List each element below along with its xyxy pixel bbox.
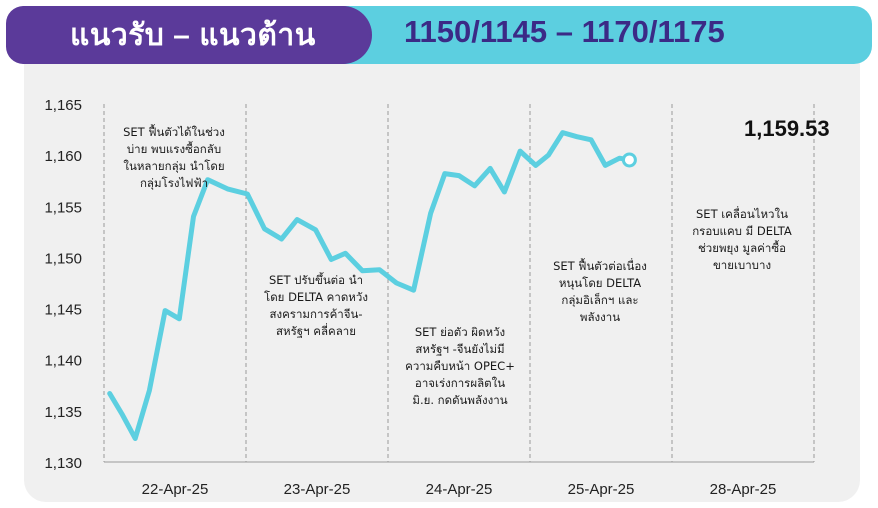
annotation-day-5: SET เคลื่อนไหวใน กรอบแคบ มี DELTA ช่วยพย… [692,207,792,272]
x-tick-label: 25-Apr-25 [568,481,635,498]
levels-banner [320,6,872,64]
annotation-day-2: SET ปรับขึ้นต่อ นำ โดย DELTA คาดหวัง สงค… [264,273,368,338]
x-tick-label: 28-Apr-25 [710,481,777,498]
y-tick-label: 1,135 [44,404,82,421]
x-tick-label: 23-Apr-25 [284,481,351,498]
y-tick-label: 1,150 [44,250,82,267]
x-tick-label: 22-Apr-25 [142,481,209,498]
support-resistance-levels: 1150/1145 – 1170/1175 [404,14,725,49]
annotation-day-1: SET ฟื้นตัวได้ในช่วง บ่าย พบแรงซื้อกลับ … [123,125,225,190]
y-tick-label: 1,155 [44,199,82,216]
y-tick-label: 1,165 [44,97,82,114]
y-tick-label: 1,145 [44,302,82,319]
annotation-day-3: SET ย่อตัว ผิดหวัง สหรัฐฯ -จีนยังไม่มี ค… [405,325,515,407]
annotation-day-4: SET ฟื้นตัวต่อเนื่อง หนุนโดย DELTA กลุ่ม… [553,259,647,324]
x-tick-label: 24-Apr-25 [426,481,493,498]
last-point-marker [621,152,637,168]
banner-title: แนวรับ – แนวต้าน [70,19,316,52]
y-tick-label: 1,140 [44,353,82,370]
title-banner [6,6,370,64]
y-tick-label: 1,160 [44,148,82,165]
series-line [107,130,632,441]
y-tick-label: 1,130 [44,455,82,472]
chart-panel [24,38,860,502]
last-value-label: 1,159.53 [744,116,830,141]
